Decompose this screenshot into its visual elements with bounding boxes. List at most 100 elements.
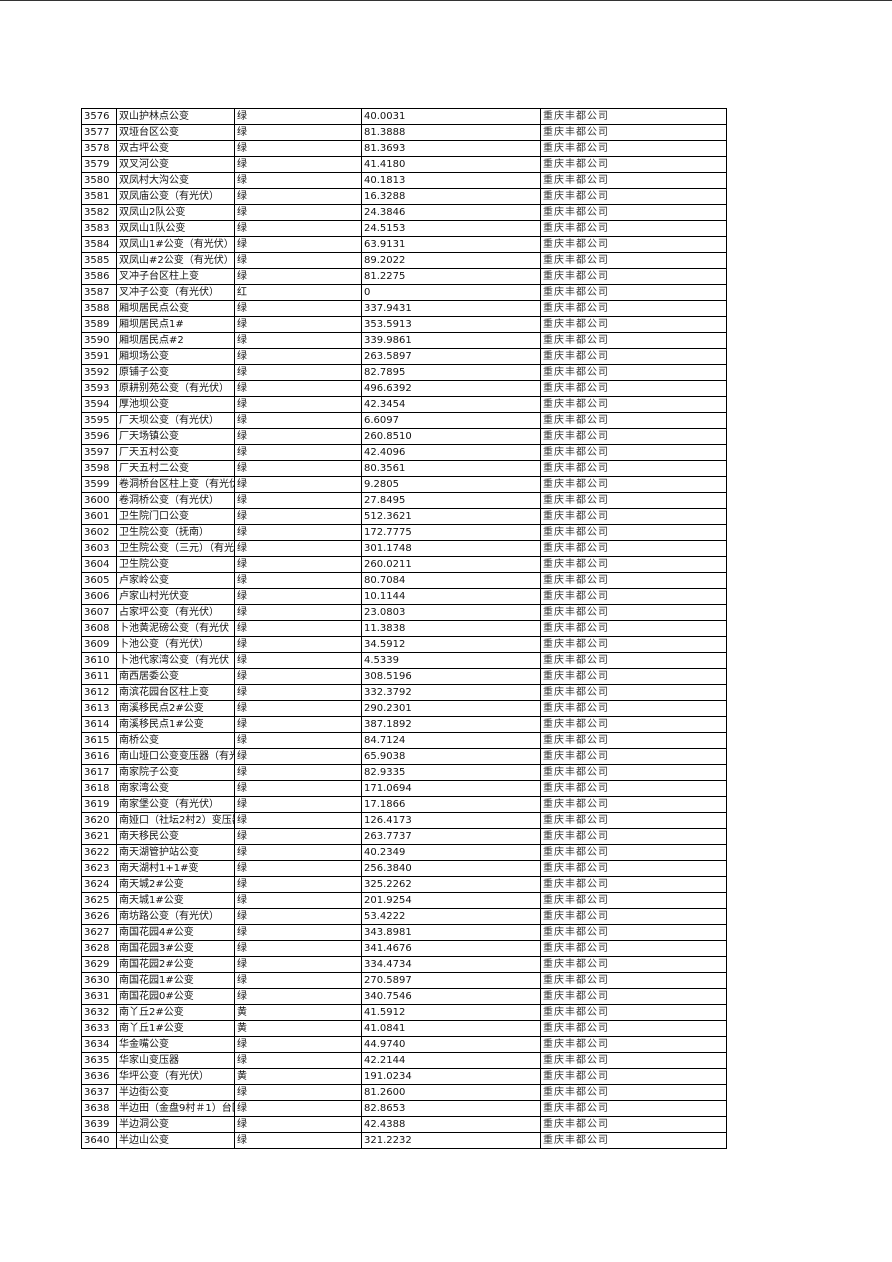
company-cell: 重庆丰都公司 xyxy=(540,684,727,701)
value-cell: 256.3840 xyxy=(361,860,541,877)
row-id-cell: 3588 xyxy=(81,300,117,317)
company-cell: 重庆丰都公司 xyxy=(540,252,727,269)
row-id-cell: 3596 xyxy=(81,428,117,445)
row-id-cell: 3589 xyxy=(81,316,117,333)
table-row: 3590 厢坝居民点#2 绿 339.9861 重庆丰都公司 xyxy=(81,332,727,349)
table-row: 3632 南丫丘2#公变黄 41.5912 重庆丰都公司 xyxy=(81,1004,727,1021)
row-id-cell: 3600 xyxy=(81,492,117,509)
row-id-cell: 3592 xyxy=(81,364,117,381)
company-cell: 重庆丰都公司 xyxy=(540,796,727,813)
station-name-cell: 南天湖村1+1#变 xyxy=(116,860,235,877)
row-id-cell: 3636 xyxy=(81,1068,117,1085)
value-cell: 301.1748 xyxy=(361,540,541,557)
row-id-cell: 3611 xyxy=(81,668,117,685)
company-cell: 重庆丰都公司 xyxy=(540,316,727,333)
value-cell: 260.8510 xyxy=(361,428,541,445)
status-cell: 绿 xyxy=(234,172,362,189)
table-row: 3599 卷洞桥台区柱上变（有光伏绿 9.2805 重庆丰都公司 xyxy=(81,476,727,493)
company-cell: 重庆丰都公司 xyxy=(540,140,727,157)
value-cell: 11.3838 xyxy=(361,620,541,637)
table-row: 3581 双凤庙公变（有光伏）绿 16.3288 重庆丰都公司 xyxy=(81,188,727,205)
status-cell: 红 xyxy=(234,284,362,301)
value-cell: 82.7895 xyxy=(361,364,541,381)
row-id-cell: 3610 xyxy=(81,652,117,669)
company-cell: 重庆丰都公司 xyxy=(540,876,727,893)
value-cell: 332.3792 xyxy=(361,684,541,701)
table-row: 3626 南坊路公变（有光伏）绿 53.4222 重庆丰都公司 xyxy=(81,908,727,925)
company-cell: 重庆丰都公司 xyxy=(540,780,727,797)
row-id-cell: 3578 xyxy=(81,140,117,157)
table-row: 3628 南国花园3#公变绿 341.4676 重庆丰都公司 xyxy=(81,940,727,957)
status-cell: 绿 xyxy=(234,460,362,477)
row-id-cell: 3619 xyxy=(81,796,117,813)
value-cell: 16.3288 xyxy=(361,188,541,205)
table-row: 3640 半边山公变绿 321.2232 重庆丰都公司 xyxy=(81,1132,727,1149)
row-id-cell: 3598 xyxy=(81,460,117,477)
company-cell: 重庆丰都公司 xyxy=(540,892,727,909)
status-cell: 绿 xyxy=(234,556,362,573)
table-row: 3583 双凤山1队公变绿 24.5153 重庆丰都公司 xyxy=(81,220,727,237)
table-row: 3589 厢坝居民点1# 绿 353.5913 重庆丰都公司 xyxy=(81,316,727,333)
status-cell: 绿 xyxy=(234,764,362,781)
value-cell: 10.1144 xyxy=(361,588,541,605)
row-id-cell: 3603 xyxy=(81,540,117,557)
status-cell: 绿 xyxy=(234,108,362,125)
station-name-cell: 双凤山2队公变 xyxy=(116,204,235,221)
station-name-cell: 半边洞公变 xyxy=(116,1116,235,1133)
company-cell: 重庆丰都公司 xyxy=(540,428,727,445)
table-row: 3585 双凤山#2公变（有光伏）绿 89.2022 重庆丰都公司 xyxy=(81,252,727,269)
row-id-cell: 3590 xyxy=(81,332,117,349)
row-id-cell: 3586 xyxy=(81,268,117,285)
status-cell: 绿 xyxy=(234,604,362,621)
station-name-cell: 南国花园3#公变 xyxy=(116,940,235,957)
status-cell: 绿 xyxy=(234,860,362,877)
table-row: 3582 双凤山2队公变绿 24.3846 重庆丰都公司 xyxy=(81,204,727,221)
company-cell: 重庆丰都公司 xyxy=(540,1052,727,1069)
table-row: 3629 南国花园2#公变绿 334.4734 重庆丰都公司 xyxy=(81,956,727,973)
status-cell: 绿 xyxy=(234,396,362,413)
table-row: 3604 卫生院公变绿 260.0211 重庆丰都公司 xyxy=(81,556,727,573)
table-row: 3606 卢家山村光伏变绿 10.1144 重庆丰都公司 xyxy=(81,588,727,605)
station-name-cell: 双叉河公变 xyxy=(116,156,235,173)
company-cell: 重庆丰都公司 xyxy=(540,220,727,237)
station-name-cell: 南丫丘2#公变 xyxy=(116,1004,235,1021)
row-id-cell: 3628 xyxy=(81,940,117,957)
station-name-cell: 南溪移民点2#公变 xyxy=(116,700,235,717)
value-cell: 40.0031 xyxy=(361,108,541,125)
row-id-cell: 3613 xyxy=(81,700,117,717)
station-name-cell: 南家院子公变 xyxy=(116,764,235,781)
row-id-cell: 3634 xyxy=(81,1036,117,1053)
status-cell: 绿 xyxy=(234,1052,362,1069)
row-id-cell: 3638 xyxy=(81,1100,117,1117)
value-cell: 4.5339 xyxy=(361,652,541,669)
status-cell: 绿 xyxy=(234,300,362,317)
company-cell: 重庆丰都公司 xyxy=(540,988,727,1005)
value-cell: 0 xyxy=(361,284,541,301)
station-name-cell: 南天湖管护站公变 xyxy=(116,844,235,861)
company-cell: 重庆丰都公司 xyxy=(540,636,727,653)
table-row: 3596 厂天场镇公变绿 260.8510 重庆丰都公司 xyxy=(81,428,727,445)
table-row: 3578 双古坪公变绿 81.3693 重庆丰都公司 xyxy=(81,140,727,157)
company-cell: 重庆丰都公司 xyxy=(540,908,727,925)
table-row: 3588 厢坝居民点公变绿 337.9431 重庆丰都公司 xyxy=(81,300,727,317)
value-cell: 84.7124 xyxy=(361,732,541,749)
status-cell: 绿 xyxy=(234,1084,362,1101)
station-name-cell: 双凤山1#公变（有光伏） xyxy=(116,236,235,253)
company-cell: 重庆丰都公司 xyxy=(540,204,727,221)
row-id-cell: 3608 xyxy=(81,620,117,637)
status-cell: 绿 xyxy=(234,620,362,637)
table-row: 3602 卫生院公变（抚南）绿 172.7775 重庆丰都公司 xyxy=(81,524,727,541)
value-cell: 337.9431 xyxy=(361,300,541,317)
status-cell: 绿 xyxy=(234,780,362,797)
company-cell: 重庆丰都公司 xyxy=(540,268,727,285)
company-cell: 重庆丰都公司 xyxy=(540,1068,727,1085)
table-row: 3624 南天城2#公变绿 325.2262 重庆丰都公司 xyxy=(81,876,727,893)
station-name-cell: 双凤庙公变（有光伏） xyxy=(116,188,235,205)
station-name-cell: 厢坝居民点公变 xyxy=(116,300,235,317)
value-cell: 81.2600 xyxy=(361,1084,541,1101)
row-id-cell: 3582 xyxy=(81,204,117,221)
row-id-cell: 3633 xyxy=(81,1020,117,1037)
row-id-cell: 3632 xyxy=(81,1004,117,1021)
value-cell: 80.7084 xyxy=(361,572,541,589)
station-name-cell: 半边田（金盘9村＃1）台区 xyxy=(116,1100,235,1117)
